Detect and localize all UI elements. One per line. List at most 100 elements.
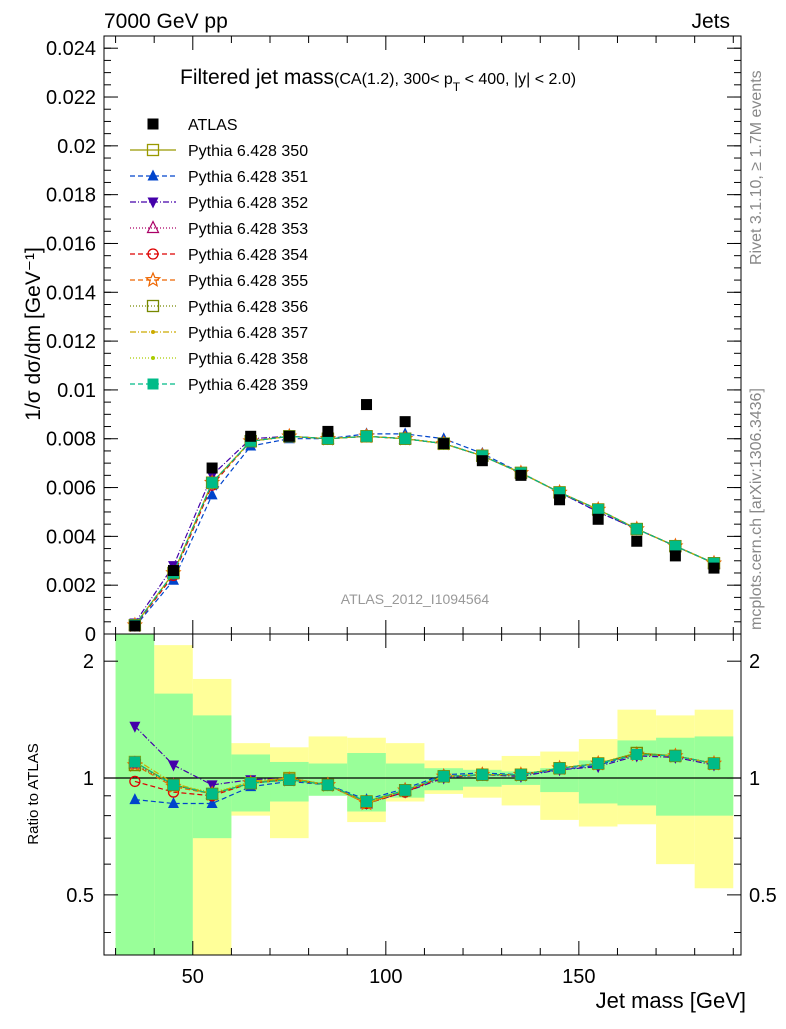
y-tick-label: 0.022 [46,87,96,109]
atlas-data-point [245,430,257,442]
series-marker [147,197,159,209]
ratio-band-green [154,693,193,955]
atlas-data-point [592,513,604,525]
series-marker [361,796,373,808]
atlas-data-point [322,425,334,437]
series-marker [554,486,566,498]
atlas-data-point [708,562,720,574]
ratio-tick-label-right: 1 [749,768,760,790]
chart-title-main: Filtered jet mass [180,66,334,89]
ratio-series-line [134,753,715,803]
series-marker [151,330,155,334]
series-marker [151,356,155,360]
main-series-line [134,435,715,626]
atlas-data-point [206,462,218,474]
atlas-data-point [438,438,450,450]
series-marker [361,430,373,442]
series-marker [631,523,643,535]
mcplots-label: mcplots.cern.ch [arXiv:1306.3436] [748,388,765,630]
legend-entry: Pythia 6.428 356 [130,299,308,316]
series-marker [147,169,159,181]
legend-label: Pythia 6.428 351 [188,169,308,186]
ratio-panel-ticks: 0.5 0.5 1 1 2 2 50 100 150 [66,634,777,988]
y-tick-label: 0.01 [57,380,96,402]
series-marker [708,758,720,770]
chart-title-sub-a: (CA(1.2), 300< p [334,71,453,88]
series-marker [206,788,218,800]
series-marker [167,796,179,808]
x-tick-label: 150 [562,966,595,988]
legend-entry: Pythia 6.428 351 [130,169,308,186]
legend-entry: Pythia 6.428 350 [130,143,308,160]
y-tick-label: 0.014 [46,282,96,304]
y-tick-label: 0.012 [46,331,96,353]
atlas-data-point [167,565,179,577]
ratio-panel-bands [115,634,734,955]
atlas-data-point [129,620,141,632]
y-tick-label: 0.002 [46,575,96,597]
rivet-version-label: Rivet 3.1.10, ≥ 1.7M events [748,70,765,265]
legend-label: Pythia 6.428 357 [188,325,308,342]
series-marker [283,774,295,786]
y-tick-label: 0.018 [46,185,96,207]
ratio-band-green [192,715,232,839]
atlas-data-point [399,416,411,428]
y-tick-label: 0.006 [46,478,96,500]
main-series-line [134,433,715,628]
series-marker [515,769,527,781]
series-marker [399,784,411,796]
y-tick-label: 0 [85,624,96,646]
series-marker [669,750,681,762]
legend-label: Pythia 6.428 358 [188,351,308,368]
series-marker [129,721,141,733]
series-marker [146,220,160,234]
series-marker [147,378,159,390]
series-marker [144,271,162,287]
chart-title-sub-t: T [453,80,461,94]
series-marker [322,433,334,445]
ratio-band-green [540,768,579,793]
legend-label: Pythia 6.428 356 [188,299,308,316]
y-tick-label: 0.02 [57,136,96,158]
ratio-tick-label-right: 0.5 [749,885,777,907]
series-marker [167,573,179,585]
legend-marker-atlas [147,118,159,130]
atlas-data-point [515,469,527,481]
chart-title: Filtered jet mass(CA(1.2), 300< pT < 400… [180,66,576,94]
legend-entry: Pythia 6.428 354 [130,247,308,264]
y-tick-label: 0.004 [46,526,96,548]
series-marker [146,299,160,313]
series-marker [206,796,218,808]
legend-entry: Pythia 6.428 352 [130,195,308,212]
y-tick-label: 0.008 [46,429,96,451]
ratio-axis-label: Ratio to ATLAS [25,743,42,844]
chart-title-sub-b: < 400, |y| < 2.0) [460,71,576,88]
atlas-data-point [669,550,681,562]
legend-entry: Pythia 6.428 359 [130,377,308,394]
main-panel-ticks: 0 0.002 0.004 0.006 0.008 0.01 0.012 0.014 0.016… [46,35,741,646]
atlas-data-point [361,399,373,411]
ratio-tick-label-left: 1 [83,768,94,790]
legend-entry: Pythia 6.428 357 [130,325,308,342]
legend-entry: Pythia 6.428 353 [130,220,308,238]
energy-label: 7000 GeV pp [104,10,228,33]
x-tick-label: 100 [369,966,402,988]
series-marker [592,758,604,770]
y-axis-label: 1/σ dσ/dm [GeV⁻¹] [22,247,45,421]
ratio-series-line [134,725,715,805]
legend-entry: Pythia 6.428 358 [130,351,308,368]
series-marker [146,143,160,157]
series-marker [167,779,179,791]
series-marker [631,748,643,760]
series-marker [476,769,488,781]
series-marker [167,760,179,772]
main-series-line [134,435,715,626]
ratio-tick-label-left: 2 [83,651,94,673]
series-marker [438,770,450,782]
legend-label: Pythia 6.428 359 [188,377,308,394]
x-axis-label: Jet mass [GeV] [596,988,746,1013]
atlas-data-point [554,494,566,506]
atlas-data-point [283,430,295,442]
ratio-band-green [694,736,734,816]
